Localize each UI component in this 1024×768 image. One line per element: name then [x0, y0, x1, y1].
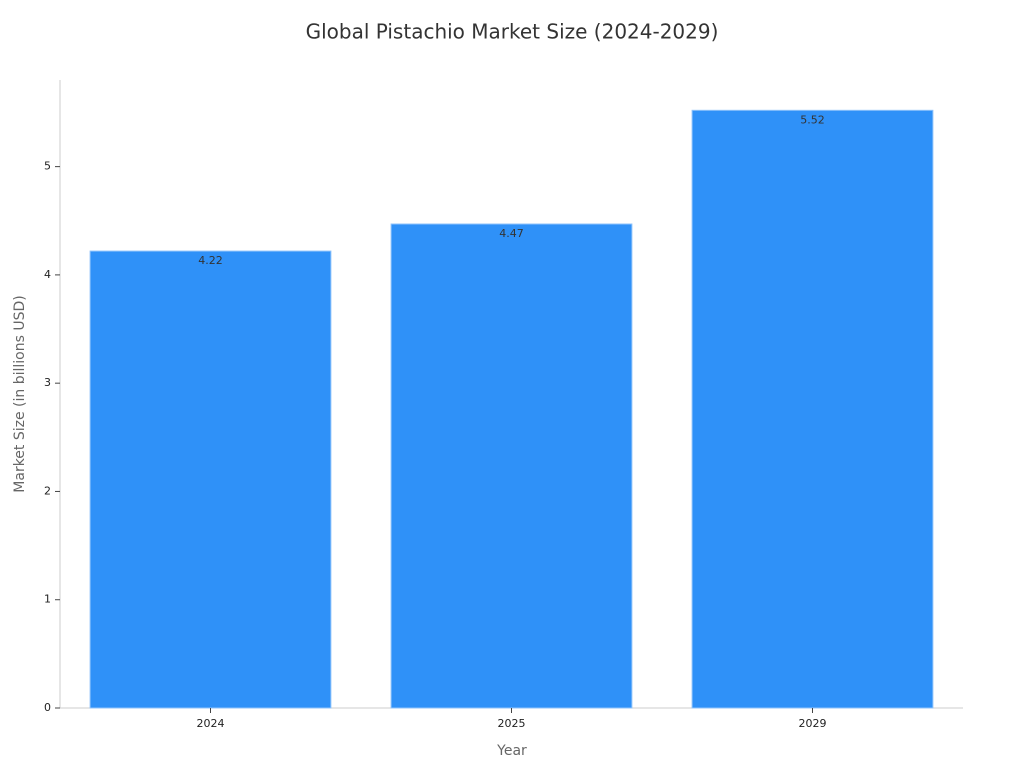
y-tick-label: 0 — [44, 701, 51, 714]
y-tick-label: 5 — [44, 160, 51, 173]
y-tick-label: 4 — [44, 268, 51, 281]
y-tick-label: 1 — [44, 593, 51, 606]
bar — [89, 250, 332, 709]
bar — [691, 109, 934, 709]
data-label: 4.47 — [499, 227, 524, 240]
bar — [390, 223, 633, 709]
data-label: 5.52 — [800, 113, 825, 126]
y-tick-label: 2 — [44, 484, 51, 497]
data-label: 4.22 — [198, 254, 223, 267]
y-axis-label: Market Size (in billions USD) — [12, 295, 28, 492]
x-tick-label: 2029 — [799, 717, 827, 730]
x-tick-label: 2025 — [498, 717, 526, 730]
x-tick-label: 2024 — [197, 717, 225, 730]
y-tick-label: 3 — [44, 376, 51, 389]
chart-title: Global Pistachio Market Size (2024-2029) — [306, 20, 719, 44]
x-axis-label: Year — [496, 743, 527, 759]
